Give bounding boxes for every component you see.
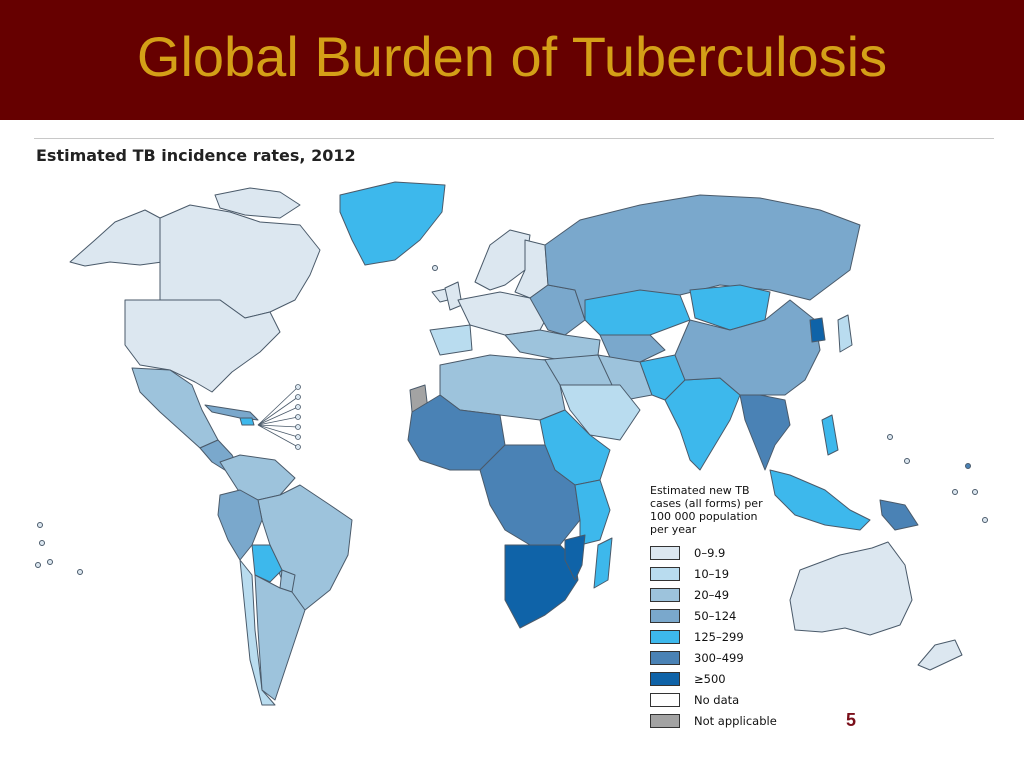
legend-swatch — [650, 566, 680, 581]
legend-swatch — [650, 713, 680, 728]
legend-item: 300–499 — [650, 647, 800, 668]
region-arabia — [559, 384, 641, 441]
legend-item: 0–9.9 — [650, 542, 800, 563]
legend-swatch — [650, 692, 680, 707]
legend-label: ≥500 — [694, 671, 726, 686]
region-balkans-turkey — [504, 329, 601, 361]
legend-label: 125–299 — [694, 629, 744, 644]
region-mozambique — [564, 534, 586, 581]
region-new-zealand — [917, 639, 963, 671]
region-bolivia — [251, 544, 283, 583]
region-southeast-asia — [739, 394, 791, 471]
region-greenland — [339, 181, 446, 266]
legend-swatch — [650, 650, 680, 665]
slide-title: Global Burden of Tuberculosis — [136, 24, 888, 88]
region-north-korea — [809, 317, 826, 343]
region-japan — [837, 314, 853, 353]
region-madagascar — [593, 537, 613, 589]
divider — [34, 138, 994, 139]
legend-item: 50–124 — [650, 605, 800, 626]
region-png — [879, 499, 919, 531]
region-usa — [124, 299, 281, 393]
region-haiti — [239, 417, 255, 426]
legend-label: 10–19 — [694, 566, 730, 581]
region-alaska — [69, 209, 163, 267]
page-number: 5 — [846, 710, 857, 730]
region-iran — [597, 354, 653, 401]
region-india — [664, 377, 741, 471]
legend-item: Not applicable — [650, 710, 800, 731]
legend-item: ≥500 — [650, 668, 800, 689]
legend-label: 50–124 — [694, 608, 737, 623]
region-uk — [444, 281, 463, 311]
legend-item: No data — [650, 689, 800, 710]
callout-lines — [257, 384, 301, 450]
region-china — [674, 299, 821, 396]
legend-swatch — [650, 671, 680, 686]
legend-items: 0–9.9 10–19 20–49 50–124 125–299 300–499 ≥500 N… — [650, 542, 800, 731]
region-australia — [789, 541, 913, 636]
region-arctic-islands — [214, 187, 301, 219]
legend-label: 0–9.9 — [694, 545, 726, 560]
region-argentina — [254, 574, 306, 701]
region-kazakhstan — [584, 289, 691, 336]
region-iberia — [429, 324, 473, 356]
legend-label: No data — [694, 692, 740, 707]
region-philippines — [821, 414, 839, 456]
region-east-africa — [574, 479, 611, 546]
legend-item: 10–19 — [650, 563, 800, 584]
map-title: Estimated TB incidence rates, 2012 — [36, 146, 356, 165]
legend-item: 20–49 — [650, 584, 800, 605]
legend-swatch — [650, 587, 680, 602]
world-map — [35, 181, 988, 706]
legend-swatch — [650, 608, 680, 623]
small-islands — [35, 265, 988, 575]
legend-label: Not applicable — [694, 713, 777, 728]
legend-label: 20–49 — [694, 587, 730, 602]
legend-label: 300–499 — [694, 650, 744, 665]
legend-item: 125–299 — [650, 626, 800, 647]
legend: Estimated new TB cases (all forms) per 1… — [650, 484, 800, 731]
title-bar: Global Burden of Tuberculosis — [0, 0, 1024, 120]
legend-swatch — [650, 629, 680, 644]
legend-swatch — [650, 545, 680, 560]
region-indonesia — [769, 469, 871, 531]
region-southern-africa — [504, 544, 579, 629]
legend-heading: Estimated new TB cases (all forms) per 1… — [650, 484, 763, 536]
region-chile — [239, 559, 276, 706]
